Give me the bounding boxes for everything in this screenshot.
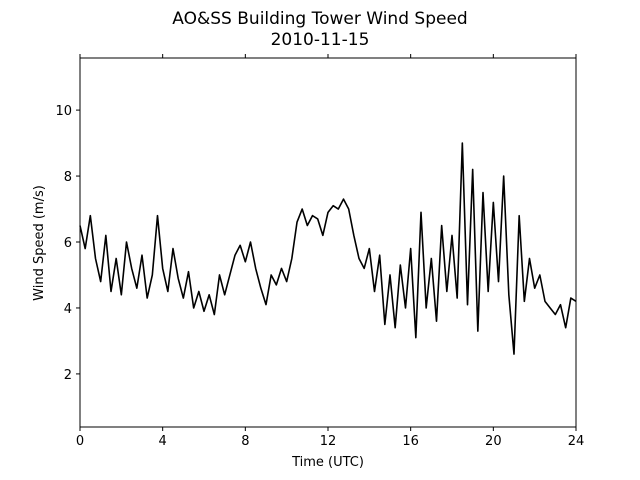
data-line xyxy=(79,142,577,355)
chart-title: AO&SS Building Tower Wind Speed xyxy=(172,9,467,29)
x-tick-label: 20 xyxy=(485,434,502,449)
y-axis-label: Wind Speed (m/s) xyxy=(32,185,47,301)
plot-frame xyxy=(79,57,577,428)
y-tick-label: 6 xyxy=(64,236,72,251)
x-tick-label: 8 xyxy=(241,434,249,449)
y-tick-label: 4 xyxy=(64,302,72,317)
x-axis-label: Time (UTC) xyxy=(291,455,364,470)
chart-subtitle: 2010-11-15 xyxy=(271,30,370,50)
x-tick-label: 0 xyxy=(76,434,84,449)
x-tick-label: 12 xyxy=(320,434,337,449)
y-tick-label: 8 xyxy=(64,170,72,185)
x-tick-label: 24 xyxy=(568,434,585,449)
x-tick-label: 4 xyxy=(159,434,167,449)
y-tick-label: 10 xyxy=(55,104,72,119)
x-tick-label: 16 xyxy=(402,434,419,449)
y-tick-label: 2 xyxy=(64,368,72,383)
